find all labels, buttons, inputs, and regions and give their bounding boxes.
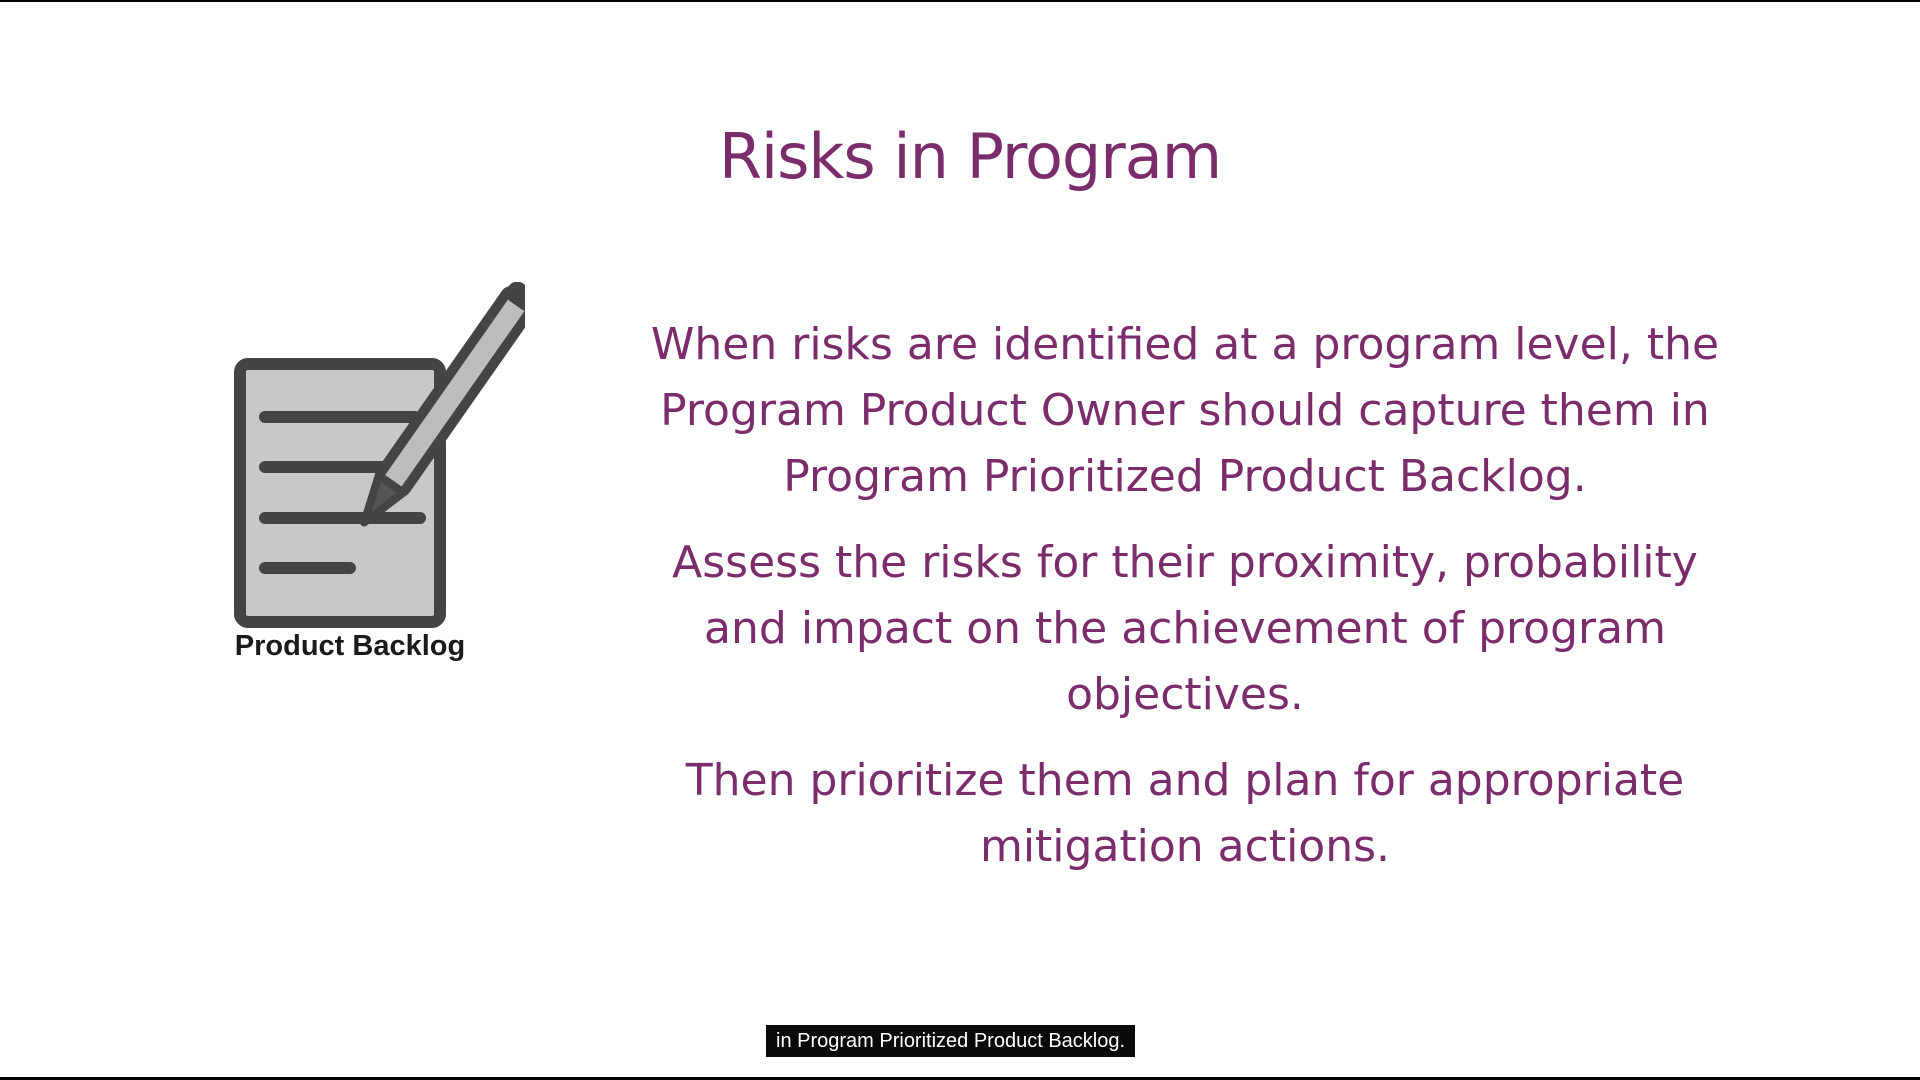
- subtitle-caption: in Program Prioritized Product Backlog.: [766, 1025, 1136, 1057]
- paragraph-assess-risks: Assess the risks for their proximity, pr…: [672, 537, 1698, 720]
- paragraph-prioritize-risks: Then prioritize them and plan for approp…: [685, 755, 1685, 872]
- slide-title: Risks in Program: [718, 120, 1222, 193]
- paragraph-capture-risks: When risks are identified at a program l…: [650, 319, 1720, 502]
- icon-caption: Product Backlog: [234, 630, 466, 662]
- slide-body: When risks are identified at a program l…: [640, 312, 1730, 900]
- document-pen-icon: [225, 281, 539, 642]
